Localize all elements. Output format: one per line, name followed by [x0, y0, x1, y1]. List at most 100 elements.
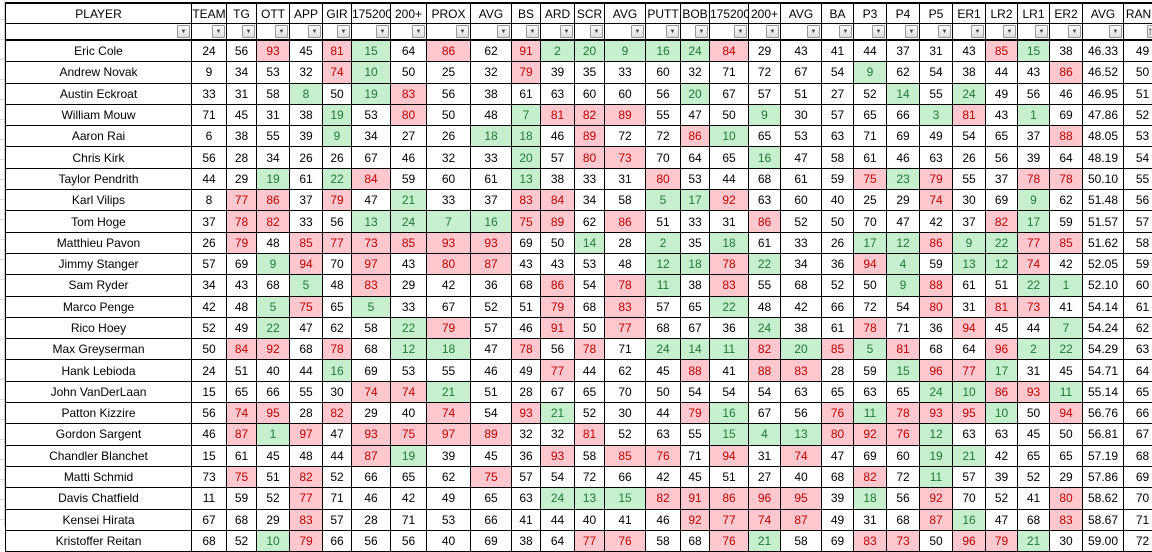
stat-cell[interactable]: 94	[953, 317, 986, 338]
stat-cell[interactable]: 53	[781, 126, 822, 147]
stat-cell[interactable]: 83	[710, 275, 749, 296]
stat-cell[interactable]: 13	[512, 168, 541, 189]
stat-cell[interactable]: 43	[1018, 62, 1050, 83]
stat-cell[interactable]: 49	[920, 126, 953, 147]
stat-cell[interactable]: 38	[781, 317, 822, 338]
stat-cell[interactable]: 61	[749, 232, 781, 253]
filter-dropdown-button[interactable]: ▼	[734, 25, 747, 38]
column-header[interactable]: AVG	[605, 3, 646, 24]
stat-cell[interactable]: 86	[920, 232, 953, 253]
stat-cell[interactable]: 2	[541, 40, 575, 62]
stat-cell[interactable]: 63	[953, 424, 986, 445]
stat-cell[interactable]: 58	[257, 83, 290, 104]
stat-cell[interactable]: 67	[710, 83, 749, 104]
stat-cell[interactable]: 50	[822, 211, 854, 232]
stat-cell[interactable]: 61	[471, 168, 512, 189]
stat-cell[interactable]: 41	[1050, 296, 1083, 317]
stat-cell[interactable]: 79	[541, 296, 575, 317]
stat-cell[interactable]: 28	[512, 381, 541, 402]
stat-cell[interactable]: 67	[427, 296, 471, 317]
rank-sort-filter-button[interactable]	[1147, 25, 1152, 38]
stat-cell[interactable]: 19	[257, 168, 290, 189]
stat-cell[interactable]: 42	[986, 445, 1018, 466]
stat-cell[interactable]: 57	[541, 147, 575, 168]
stat-cell[interactable]: 63	[541, 83, 575, 104]
stat-cell[interactable]: 82	[290, 466, 323, 487]
stat-cell[interactable]: 83	[854, 530, 887, 551]
column-header[interactable]: AVG	[471, 3, 512, 24]
stat-cell[interactable]: 50	[854, 275, 887, 296]
stat-cell[interactable]: 61	[512, 83, 541, 104]
stat-cell[interactable]: 9	[1018, 190, 1050, 211]
stat-cell[interactable]: 52	[605, 424, 646, 445]
stat-cell[interactable]: 78	[887, 403, 920, 424]
stat-cell[interactable]: 18	[681, 253, 710, 274]
stat-cell[interactable]: 46	[541, 126, 575, 147]
stat-cell[interactable]: 54	[887, 296, 920, 317]
stat-cell[interactable]: 56	[192, 403, 227, 424]
stat-cell[interactable]: 33	[192, 83, 227, 104]
stat-cell[interactable]: 78	[227, 211, 257, 232]
stat-cell[interactable]: 62	[427, 466, 471, 487]
stat-cell[interactable]: 68	[749, 168, 781, 189]
stat-cell[interactable]: 92	[681, 509, 710, 530]
stat-cell[interactable]: 80	[822, 424, 854, 445]
stat-cell[interactable]: 45	[986, 317, 1018, 338]
stat-cell[interactable]: 54.24	[1083, 317, 1124, 338]
stat-cell[interactable]: 51.62	[1083, 232, 1124, 253]
stat-cell[interactable]: 58	[605, 190, 646, 211]
stat-cell[interactable]: 56	[427, 83, 471, 104]
stat-cell[interactable]: 77	[290, 488, 323, 509]
stat-cell[interactable]: 46	[646, 509, 681, 530]
stat-cell[interactable]: 55.14	[1083, 381, 1124, 402]
stat-cell[interactable]: 55	[749, 275, 781, 296]
stat-cell[interactable]: 17	[681, 190, 710, 211]
stat-cell[interactable]: 46	[192, 424, 227, 445]
filter-dropdown-button[interactable]: ▼	[560, 25, 573, 38]
stat-cell[interactable]: 33	[575, 168, 605, 189]
player-name-cell[interactable]: Andrew Novak	[6, 62, 192, 83]
stat-cell[interactable]: 15	[710, 424, 749, 445]
filter-dropdown-button[interactable]: ▼	[666, 25, 679, 38]
stat-cell[interactable]: 71	[192, 104, 227, 125]
stat-cell[interactable]: 47	[352, 190, 391, 211]
stat-cell[interactable]: 79	[323, 190, 352, 211]
stat-cell[interactable]: 70	[854, 211, 887, 232]
stat-cell[interactable]: 52.10	[1083, 275, 1124, 296]
stat-cell[interactable]: 68	[920, 339, 953, 360]
stat-cell[interactable]: 76	[710, 530, 749, 551]
stat-cell[interactable]: 33	[605, 62, 646, 83]
stat-cell[interactable]: 14	[681, 339, 710, 360]
stat-cell[interactable]: 20	[681, 83, 710, 104]
stat-cell[interactable]: 51	[986, 275, 1018, 296]
stat-cell[interactable]: 66	[822, 296, 854, 317]
stat-cell[interactable]: 67	[1124, 424, 1152, 445]
stat-cell[interactable]: 38	[290, 104, 323, 125]
stat-cell[interactable]: 37	[887, 40, 920, 62]
stat-cell[interactable]: 69	[512, 232, 541, 253]
stat-cell[interactable]: 94	[1050, 403, 1083, 424]
stat-cell[interactable]: 7	[512, 104, 541, 125]
stat-cell[interactable]: 85	[822, 339, 854, 360]
stat-cell[interactable]: 50	[192, 339, 227, 360]
stat-cell[interactable]: 12	[646, 253, 681, 274]
stat-cell[interactable]: 55	[427, 360, 471, 381]
stat-cell[interactable]: 24	[920, 381, 953, 402]
column-header[interactable]: ER1	[953, 3, 986, 24]
stat-cell[interactable]: 62	[887, 62, 920, 83]
stat-cell[interactable]: 34	[227, 62, 257, 83]
stat-cell[interactable]: 29	[257, 509, 290, 530]
stat-cell[interactable]: 40	[427, 530, 471, 551]
player-name-cell[interactable]: Marco Penge	[6, 296, 192, 317]
stat-cell[interactable]: 47	[781, 147, 822, 168]
stat-cell[interactable]: 28	[822, 360, 854, 381]
stat-cell[interactable]: 83	[1050, 509, 1083, 530]
stat-cell[interactable]: 45	[290, 40, 323, 62]
stat-cell[interactable]: 77	[227, 190, 257, 211]
stat-cell[interactable]: 64	[1124, 360, 1152, 381]
stat-cell[interactable]: 60	[1124, 275, 1152, 296]
column-header[interactable]: 200+	[749, 3, 781, 24]
player-name-cell[interactable]: Eric Cole	[6, 40, 192, 62]
stat-cell[interactable]: 44	[710, 168, 749, 189]
stat-cell[interactable]: 56	[781, 403, 822, 424]
